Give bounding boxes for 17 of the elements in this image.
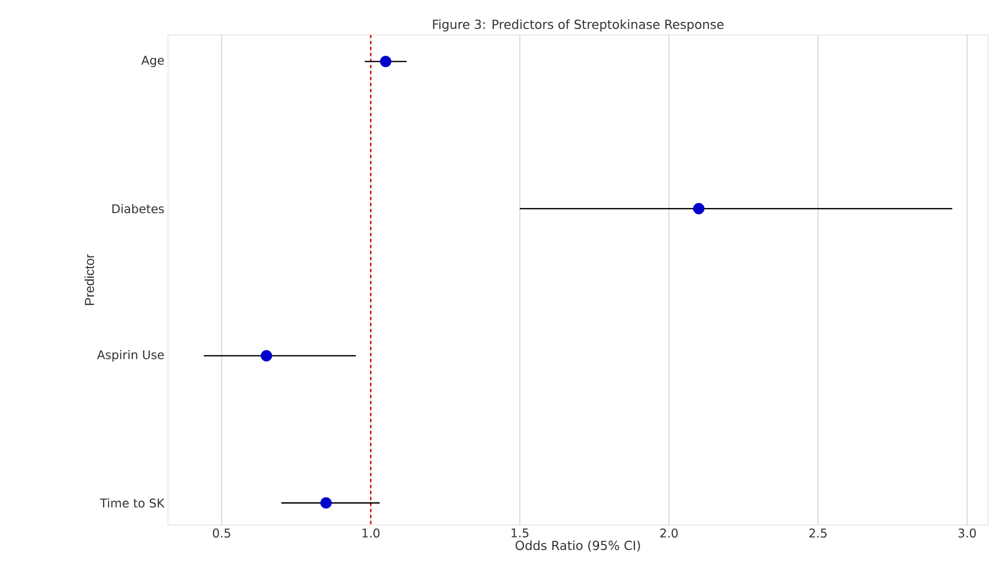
x-tick-label: 0.5: [212, 528, 230, 538]
point: [693, 202, 704, 214]
x-tick-label: 1.5: [512, 528, 528, 538]
y-tick-label: Aspirin Use: [97, 350, 164, 362]
y-axis-title: Predictor: [84, 254, 94, 305]
point: [380, 56, 392, 68]
y-tick-label: Time to SK: [100, 498, 165, 508]
x-axis-title: Odds Ratio (95% CI): [516, 540, 640, 552]
x-tick-label: 2.0: [660, 528, 678, 538]
point: [260, 350, 272, 362]
y-tick-label: Age: [141, 56, 164, 68]
y-tick-label: Diabetes: [112, 204, 164, 214]
x-tick-label: 2.5: [809, 528, 827, 538]
x-tick-label: 3.0: [958, 528, 976, 538]
chart-title: Figure 3: Predictors of Streptokinase Response: [433, 19, 724, 32]
x-tick-label: 1.0: [362, 528, 380, 538]
point: [320, 497, 332, 509]
